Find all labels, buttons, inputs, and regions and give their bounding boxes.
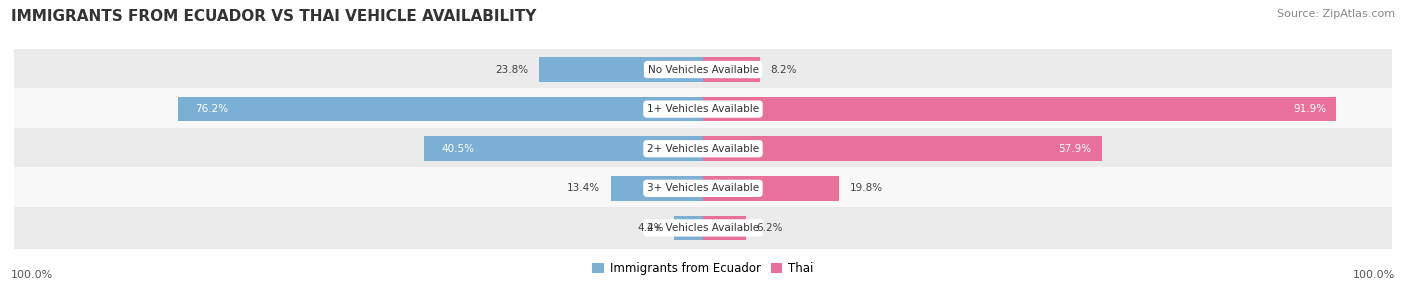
Bar bbox=[610, 176, 703, 200]
Bar bbox=[703, 97, 1336, 121]
Text: 13.4%: 13.4% bbox=[567, 183, 600, 193]
Legend: Immigrants from Ecuador, Thai: Immigrants from Ecuador, Thai bbox=[588, 258, 818, 280]
Text: Source: ZipAtlas.com: Source: ZipAtlas.com bbox=[1277, 9, 1395, 19]
Text: 19.8%: 19.8% bbox=[849, 183, 883, 193]
Text: 2+ Vehicles Available: 2+ Vehicles Available bbox=[647, 144, 759, 154]
Text: 100.0%: 100.0% bbox=[11, 270, 53, 280]
Text: 8.2%: 8.2% bbox=[770, 65, 796, 75]
Text: 100.0%: 100.0% bbox=[1353, 270, 1395, 280]
Text: 76.2%: 76.2% bbox=[195, 104, 228, 114]
Bar bbox=[14, 207, 1392, 249]
Text: 1+ Vehicles Available: 1+ Vehicles Available bbox=[647, 104, 759, 114]
Text: 6.2%: 6.2% bbox=[756, 223, 783, 233]
Text: 3+ Vehicles Available: 3+ Vehicles Available bbox=[647, 183, 759, 193]
Text: 40.5%: 40.5% bbox=[441, 144, 474, 154]
Text: No Vehicles Available: No Vehicles Available bbox=[648, 65, 758, 75]
Bar bbox=[423, 136, 703, 161]
Bar bbox=[14, 49, 1392, 90]
Text: IMMIGRANTS FROM ECUADOR VS THAI VEHICLE AVAILABILITY: IMMIGRANTS FROM ECUADOR VS THAI VEHICLE … bbox=[11, 9, 537, 23]
Bar bbox=[703, 57, 759, 82]
Bar bbox=[703, 176, 839, 200]
Text: 91.9%: 91.9% bbox=[1294, 104, 1326, 114]
Bar bbox=[703, 216, 745, 240]
Bar bbox=[703, 136, 1102, 161]
Bar bbox=[14, 167, 1392, 209]
Bar bbox=[14, 128, 1392, 170]
Text: 4.2%: 4.2% bbox=[637, 223, 664, 233]
Text: 23.8%: 23.8% bbox=[495, 65, 529, 75]
Bar bbox=[177, 97, 703, 121]
Text: 4+ Vehicles Available: 4+ Vehicles Available bbox=[647, 223, 759, 233]
Bar bbox=[673, 216, 703, 240]
Text: 57.9%: 57.9% bbox=[1059, 144, 1091, 154]
Bar bbox=[538, 57, 703, 82]
Bar bbox=[14, 88, 1392, 130]
